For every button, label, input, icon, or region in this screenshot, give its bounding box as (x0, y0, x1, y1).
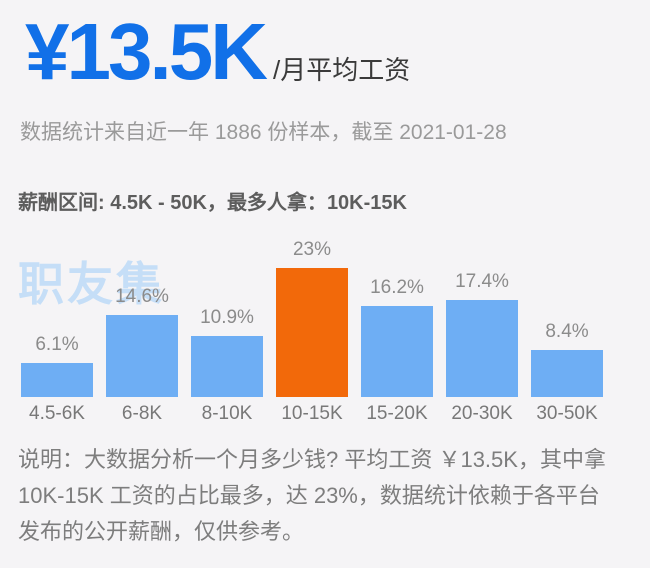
bar (531, 350, 603, 397)
bar-highlighted (276, 268, 348, 397)
bar-group: 17.4% 20-30K (446, 271, 518, 424)
bar (21, 363, 93, 397)
bar-category-label: 30-50K (536, 403, 598, 424)
bar-category-label: 15-20K (366, 403, 428, 424)
description-text: 说明：大数据分析一个月多少钱? 平均工资 ￥13.5K，其中拿 10K-15K 工… (18, 442, 606, 550)
watermark-logo: 职友集 (18, 258, 165, 310)
bar-category-label: 10-15K (281, 403, 343, 424)
bar-category-label: 6-8K (121, 403, 163, 424)
bar (106, 315, 178, 397)
mode-value: 10K-15K (326, 192, 407, 214)
bar-value-label: 16.2% (370, 277, 424, 298)
bar-group: 10.9% 8-10K (191, 307, 263, 424)
bar (361, 306, 433, 397)
bar (446, 300, 518, 397)
bar-group: 23% 10-15K (276, 239, 348, 424)
mode-label: 最多人拿： (226, 192, 327, 214)
salary-distribution-bar-chart: 6.1% 4.5-6K 14.6% 6-8K 10.9% 8-10K 23% 10-15K 16… (21, 230, 603, 424)
bar-value-label: 8.4% (545, 321, 589, 342)
average-salary-suffix: /月平均工资 (272, 55, 411, 85)
bar-value-label: 23% (292, 239, 332, 260)
description-line: 说明：大数据分析一个月多少钱? 平均工资 ￥13.5K，其中拿 (18, 447, 606, 472)
page-title: ¥13.5K /月平均工资 (25, 8, 410, 96)
description-line: 发布的公开薪酬，仅供参考。 (18, 519, 305, 544)
bar-value-label: 10.9% (200, 307, 254, 328)
average-salary-value: ¥13.5K (25, 7, 268, 96)
bar-group: 16.2% 15-20K (361, 277, 433, 424)
bar-category-label: 4.5-6K (29, 403, 85, 424)
bar-value-label: 17.4% (455, 271, 509, 292)
salary-range-text: 薪酬区间: 4.5K - 50K，最多人拿：10K-15K (18, 186, 407, 215)
range-label: 薪酬区间: (18, 192, 105, 214)
bar-group: 6.1% 4.5-6K (21, 334, 93, 424)
description-line: 10K-15K 工资的占比最多，达 23%，数据统计依赖于各平台 (18, 483, 600, 508)
bar-category-label: 8-10K (201, 403, 253, 424)
bar-category-label: 20-30K (451, 403, 513, 424)
bar-group: 14.6% 6-8K (106, 286, 178, 424)
sample-stats-text: 数据统计来自近一年 1886 份样本，截至 2021-01-28 (20, 121, 507, 144)
bar-value-label: 6.1% (35, 334, 79, 355)
range-value: 4.5K - 50K， (104, 192, 227, 214)
bar (191, 336, 263, 397)
bar-value-label: 14.6% (115, 286, 169, 307)
bar-group: 8.4% 30-50K (531, 321, 603, 424)
